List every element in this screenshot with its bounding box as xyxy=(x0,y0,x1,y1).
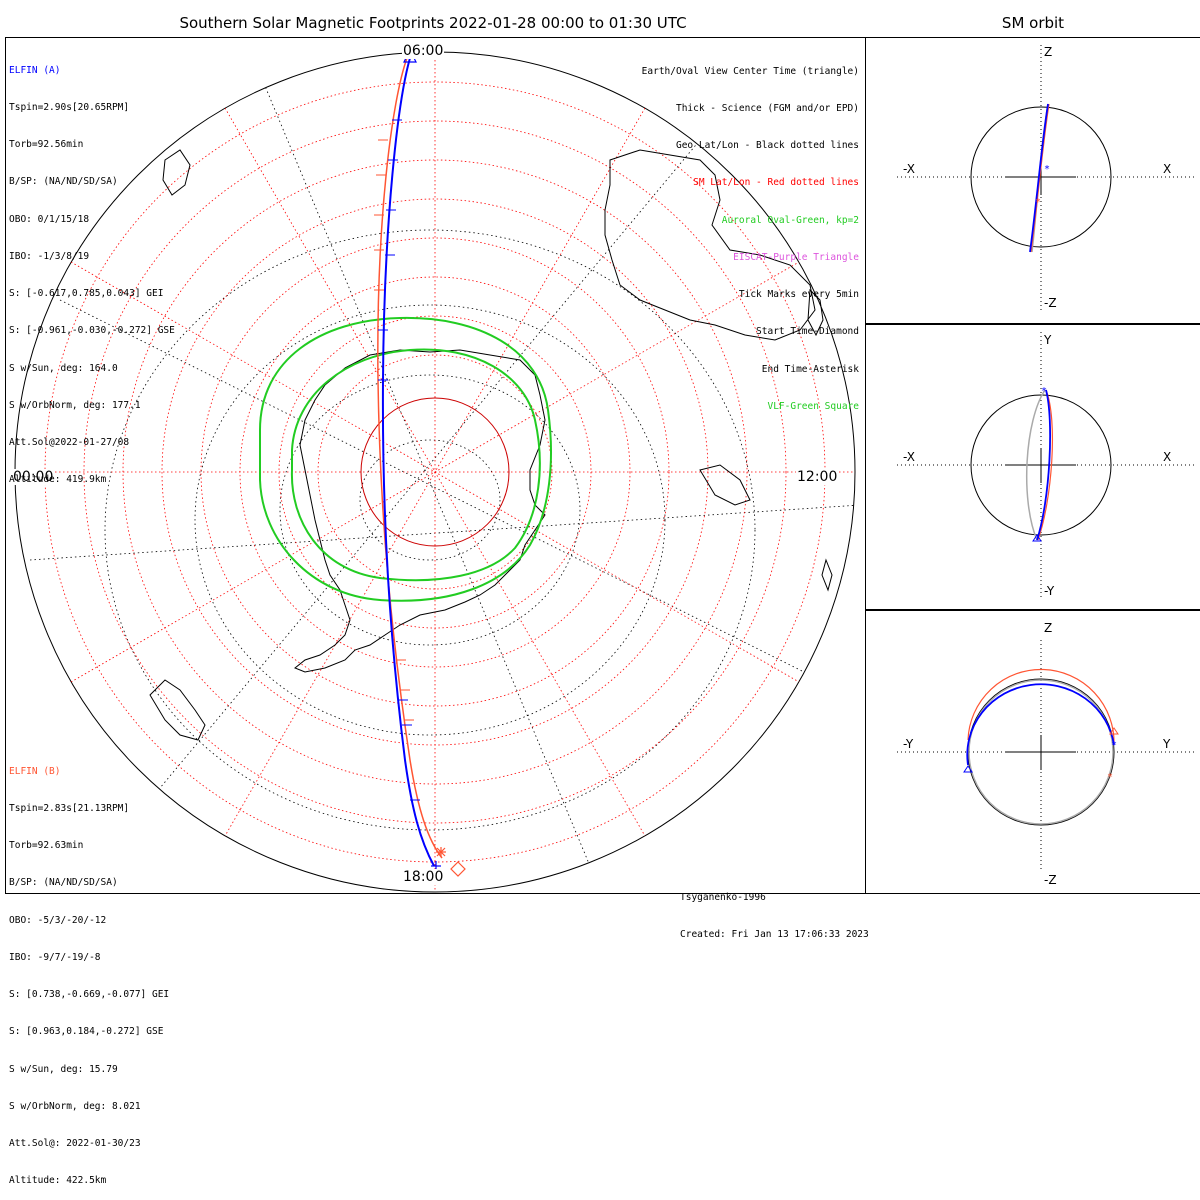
elfin-b-line: Torb=92.63min xyxy=(9,840,84,852)
legend-item: End Time-Asterisk xyxy=(761,363,859,375)
elfin-a-line: Torb=92.56min xyxy=(9,139,84,151)
legend-item: Auroral Oval-Green, kp=2 xyxy=(721,214,859,226)
orbit-panel-title: SM orbit xyxy=(1001,14,1065,32)
svg-text:*: * xyxy=(1111,740,1117,751)
axis-label-bottom: -Y xyxy=(1044,584,1055,598)
map-legend: Earth/Oval View Center Time (triangle) T… xyxy=(642,41,859,426)
elfin-b-line: Altitude: 422.5km xyxy=(9,1175,107,1187)
elfin-a-line: Altitude: 419.9km xyxy=(9,474,107,486)
elfin-b-ticks xyxy=(374,139,414,721)
elfin-b-info: ELFIN (B) Tspin=2.83s[21.13RPM] Torb=92.… xyxy=(9,741,169,1200)
elfin-a-line: IBO: -1/3/8/19 xyxy=(9,250,90,262)
geo-grid xyxy=(29,52,855,891)
elfin-b-line: B/SP: (NA/ND/SD/SA) xyxy=(9,877,118,889)
created-timestamp: Created: Fri Jan 13 17:06:33 2023 xyxy=(680,929,869,941)
elfin-a-line: S: [-0.961,-0.030,-0.272] GSE xyxy=(9,325,175,337)
legend-item: SM Lat/Lon - Red dotted lines xyxy=(693,177,859,189)
axis-label-left: -X xyxy=(903,450,915,464)
mlt-label-left: 00:00 xyxy=(12,469,55,485)
legend-item: Tick Marks every 5min xyxy=(738,289,859,301)
elfin-a-line: Att.Sol@2022-01-27/08 xyxy=(9,437,130,448)
mlt-label-right: 12:00 xyxy=(796,469,839,485)
footprint-map: * * * * * xyxy=(14,45,1195,893)
elfin-b-start-diamond xyxy=(450,861,466,877)
elfin-a-ticks xyxy=(378,119,420,801)
auroral-oval xyxy=(259,316,552,602)
legend-item: Earth/Oval View Center Time (triangle) xyxy=(641,65,859,77)
orbit-panel-yz xyxy=(865,609,1200,894)
svg-text:*: * xyxy=(1041,386,1047,397)
elfin-a-info: ELFIN (A) Tspin=2.90s[20.65RPM] Torb=92.… xyxy=(9,40,175,499)
orbit-panel-xy xyxy=(865,323,1200,611)
legend-item: EISCAT-Purple Triangle xyxy=(733,251,859,263)
axis-label-right: X xyxy=(1163,162,1172,176)
elfin-a-name: ELFIN (A) xyxy=(9,64,61,76)
axis-label-bottom: -Z xyxy=(1044,296,1057,310)
axis-label-top: Z xyxy=(1044,621,1053,635)
orbit-panel-xz xyxy=(865,37,1200,325)
elfin-b-line: S w/Sun, deg: 15.79 xyxy=(9,1063,118,1075)
svg-text:*: * xyxy=(1044,164,1050,175)
axis-label-left: -Y xyxy=(903,737,914,751)
elfin-a-line: S: [-0.617,0.785,0.043] GEI xyxy=(9,288,164,300)
legend-item: Start Time-Diamond xyxy=(756,326,859,338)
orbit-yz-plot: * * xyxy=(897,640,1195,870)
elfin-a-line: Tspin=2.90s[20.65RPM] xyxy=(9,102,130,114)
elfin-a-line: OBO: 0/1/15/18 xyxy=(9,213,90,225)
elfin-b-name: ELFIN (B) xyxy=(9,765,61,777)
elfin-b-line: Tspin=2.83s[21.13RPM] xyxy=(9,803,130,815)
elfin-a-line: S w/OrbNorm, deg: 177.1 xyxy=(9,399,141,411)
credits: Tsyganenko-1996 Created: Fri Jan 13 17:0… xyxy=(680,867,869,954)
plot-title: Southern Solar Magnetic Footprints 2022-… xyxy=(179,14,687,32)
mlt-label-top: 06:00 xyxy=(402,43,445,59)
legend-item: VLF-Green Square xyxy=(767,400,859,412)
legend-item: Geo Lat/Lon - Black dotted lines xyxy=(675,140,859,152)
axis-label-top: Y xyxy=(1044,333,1052,347)
axis-label-right: Y xyxy=(1163,737,1171,751)
elfin-a-line: B/SP: (NA/ND/SD/SA) xyxy=(9,176,118,188)
elfin-b-line: OBO: -5/3/-20/-12 xyxy=(9,914,107,926)
elfin-a-track xyxy=(381,57,435,867)
orbit-xy-plot: * xyxy=(897,332,1195,598)
axis-label-top: Z xyxy=(1044,45,1053,59)
legend-item: Thick - Science (FGM and/or EPD) xyxy=(675,103,859,115)
elfin-b-line: Att.Sol@: 2022-01-30/23 xyxy=(9,1138,141,1149)
mlt-label-bottom: 18:00 xyxy=(402,869,445,885)
svg-text:*: * xyxy=(1107,772,1113,783)
elfin-b-track xyxy=(377,57,443,859)
elfin-b-line: S w/OrbNorm, deg: 8.021 xyxy=(9,1100,141,1112)
sm-inner-circle xyxy=(360,397,510,547)
elfin-b-line: IBO: -9/7/-19/-8 xyxy=(9,951,101,963)
orbit-xz-plot: * * xyxy=(897,45,1195,312)
axis-label-bottom: -Z xyxy=(1044,873,1057,887)
elfin-a-line: S w/Sun, deg: 164.0 xyxy=(9,362,118,374)
elfin-b-end-asterisk xyxy=(436,847,446,857)
elfin-b-line: S: [0.963,0.184,-0.272] GSE xyxy=(9,1026,164,1038)
svg-text:*: * xyxy=(1035,197,1041,208)
model-name: Tsyganenko-1996 xyxy=(680,891,766,903)
axis-label-right: X xyxy=(1163,450,1172,464)
axis-label-left: -X xyxy=(903,162,915,176)
elfin-b-line: S: [0.738,-0.669,-0.077] GEI xyxy=(9,989,170,1001)
